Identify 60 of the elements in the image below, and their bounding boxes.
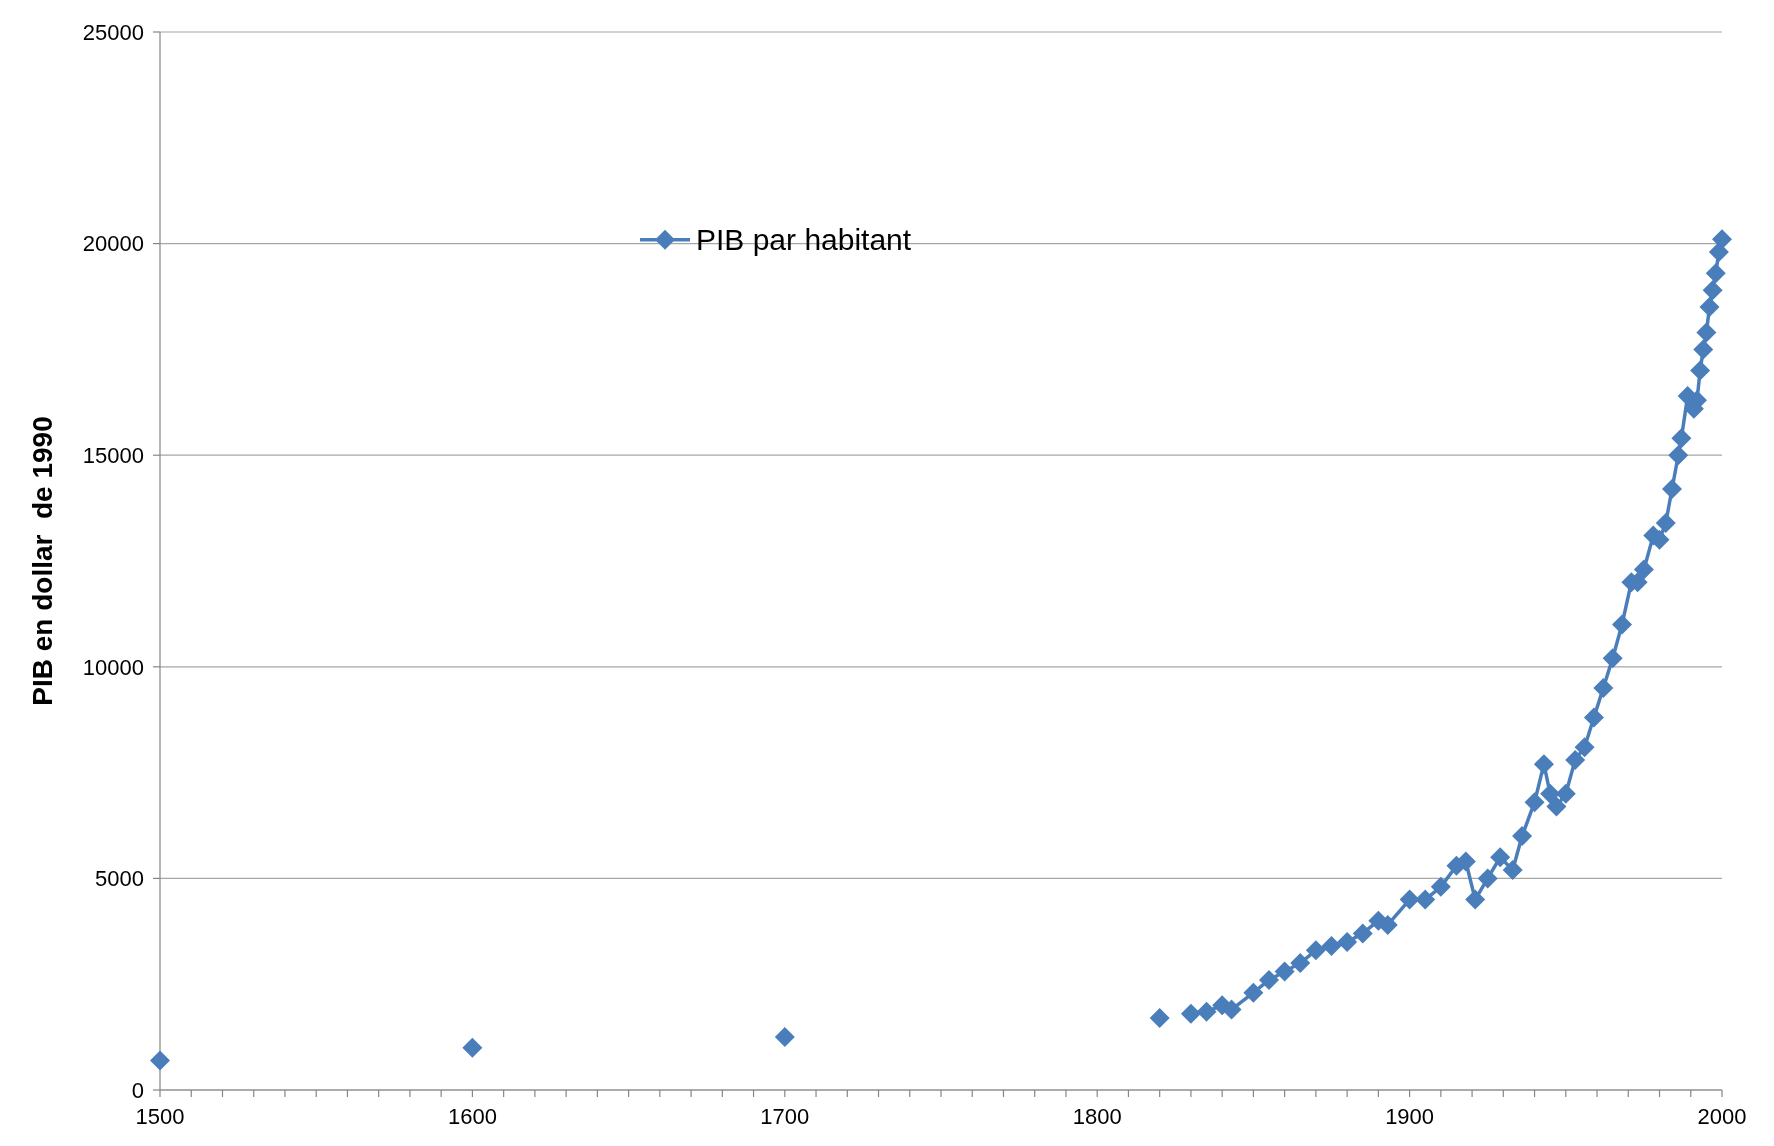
y-tick-label: 0 <box>131 1077 144 1103</box>
y-axis-title: PIB en dollar de 1990 <box>27 416 58 706</box>
point <box>1540 783 1561 804</box>
point <box>1524 792 1545 813</box>
point <box>1593 677 1614 698</box>
point <box>1565 749 1586 770</box>
x-tick-label: 1700 <box>760 1104 810 1129</box>
point <box>1690 360 1711 381</box>
point <box>1180 1003 1201 1024</box>
x-tick-label: 1500 <box>135 1104 185 1129</box>
y-tick-label: 20000 <box>82 231 144 257</box>
x-tick-label: 2000 <box>1697 1104 1747 1129</box>
point <box>1655 512 1676 533</box>
point <box>1352 923 1373 944</box>
point <box>1705 263 1726 284</box>
point <box>1612 614 1633 635</box>
point <box>1415 889 1436 910</box>
point <box>1274 961 1295 982</box>
point <box>1668 445 1689 466</box>
legend-label: PIB par habitant <box>696 223 912 257</box>
point <box>1699 297 1720 318</box>
point <box>1671 428 1692 449</box>
point <box>1602 648 1623 669</box>
point <box>1662 479 1683 500</box>
point <box>1574 737 1595 758</box>
point <box>1555 783 1576 804</box>
point <box>1290 953 1311 974</box>
point <box>1477 868 1498 889</box>
point <box>1465 889 1486 910</box>
point <box>1259 969 1280 990</box>
point <box>1490 847 1511 868</box>
point <box>1702 280 1723 301</box>
point <box>462 1037 483 1058</box>
point <box>1583 707 1604 728</box>
point <box>1512 826 1533 847</box>
y-tick-label: 10000 <box>82 654 144 680</box>
point <box>1712 229 1732 250</box>
point <box>1633 559 1654 580</box>
point <box>1221 999 1242 1020</box>
point <box>1502 859 1523 880</box>
point <box>1693 339 1714 360</box>
point <box>1149 1008 1170 1029</box>
x-tick-label: 1900 <box>1385 1104 1435 1129</box>
point <box>1430 876 1451 897</box>
point <box>774 1027 795 1048</box>
point <box>150 1050 170 1071</box>
point <box>1399 889 1420 910</box>
point <box>1533 754 1554 775</box>
x-tick-label: 1600 <box>447 1104 497 1129</box>
y-tick-label: 25000 <box>82 19 144 45</box>
point <box>1243 982 1264 1003</box>
point <box>1321 936 1342 957</box>
y-tick-label: 15000 <box>82 442 144 468</box>
y-tick-label: 5000 <box>95 866 144 892</box>
point <box>1696 322 1717 343</box>
point <box>1337 931 1358 952</box>
x-tick-label: 1800 <box>1072 1104 1122 1129</box>
point <box>1546 796 1567 817</box>
point <box>1196 1001 1217 1022</box>
point <box>1305 940 1326 961</box>
